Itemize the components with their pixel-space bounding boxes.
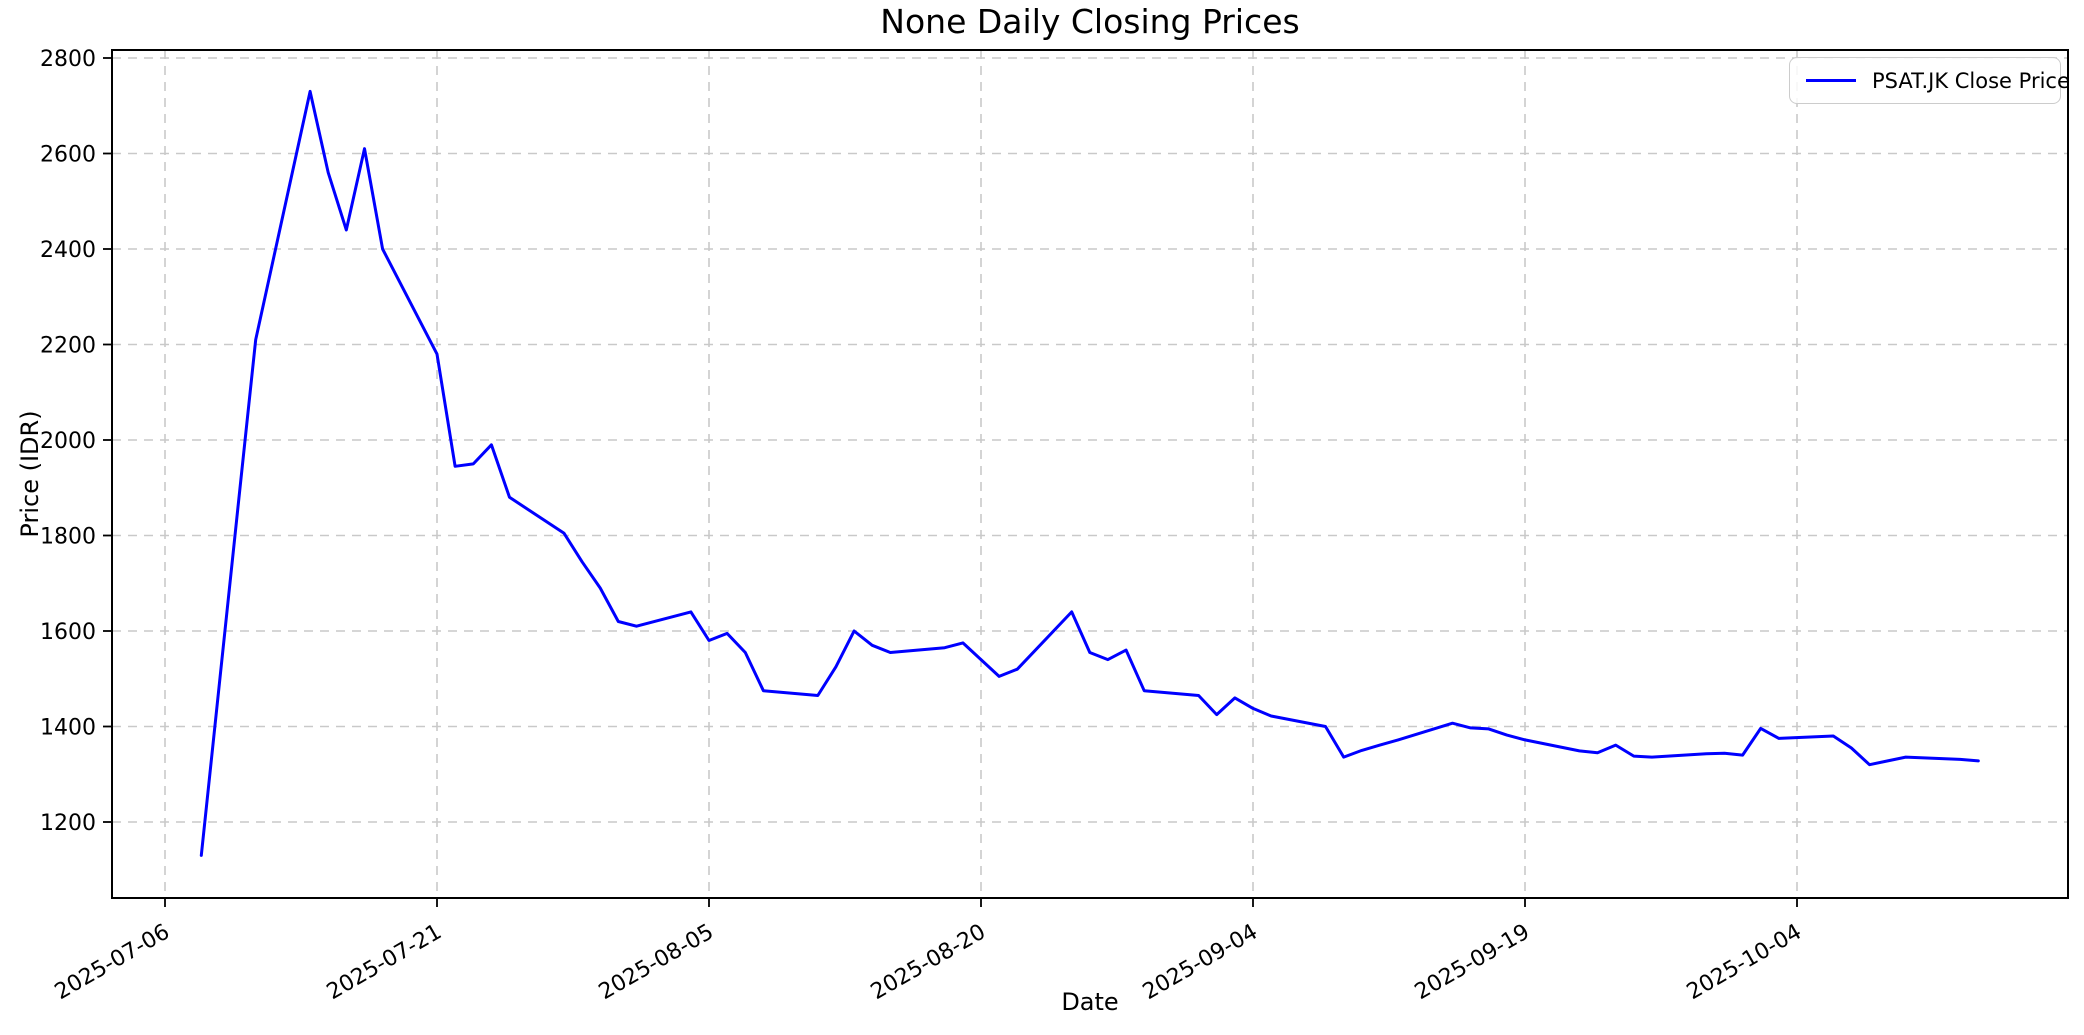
price-line <box>199 89 1980 857</box>
y-axis-title: Price (IDR) <box>16 410 44 538</box>
y-tick-label: 2600 <box>40 143 96 168</box>
tick-label-layer: 2025-07-06 2025-07-21 2025-08-05 2025-08-20… <box>40 47 1806 1005</box>
y-tick-label: 2800 <box>40 47 96 72</box>
x-axis-title: Date <box>1061 988 1119 1016</box>
x-tick-label: 2025-07-21 <box>323 920 446 1006</box>
x-tick-label: 2025-08-20 <box>867 920 990 1006</box>
plot-border <box>111 49 2069 899</box>
x-tick-label: 2025-10-04 <box>1683 920 1806 1006</box>
y-tick-label: 1600 <box>40 620 96 645</box>
legend-line-sample <box>1806 79 1856 82</box>
x-tick-label: 2025-08-05 <box>595 920 718 1006</box>
y-tick-label: 2400 <box>40 238 96 263</box>
series-layer <box>199 89 1980 857</box>
y-tick-label: 1200 <box>40 811 96 836</box>
y-tick-label: 1800 <box>40 525 96 550</box>
chart-title: None Daily Closing Prices <box>880 2 1300 41</box>
x-tick-label: 2025-09-04 <box>1139 920 1262 1006</box>
x-tick-label: 2025-09-19 <box>1411 920 1534 1006</box>
y-tick-label: 2200 <box>40 334 96 359</box>
tick-layer <box>103 57 1798 907</box>
x-tick-label: 2025-07-06 <box>51 920 174 1006</box>
legend-label: PSAT.JK Close Price <box>1872 68 2070 93</box>
axes-spines <box>111 49 2069 899</box>
legend: PSAT.JK Close Price <box>1789 57 2070 104</box>
grid-layer <box>112 50 2068 898</box>
y-tick-label: 1400 <box>40 716 96 741</box>
y-tick-label: 2000 <box>40 429 96 454</box>
